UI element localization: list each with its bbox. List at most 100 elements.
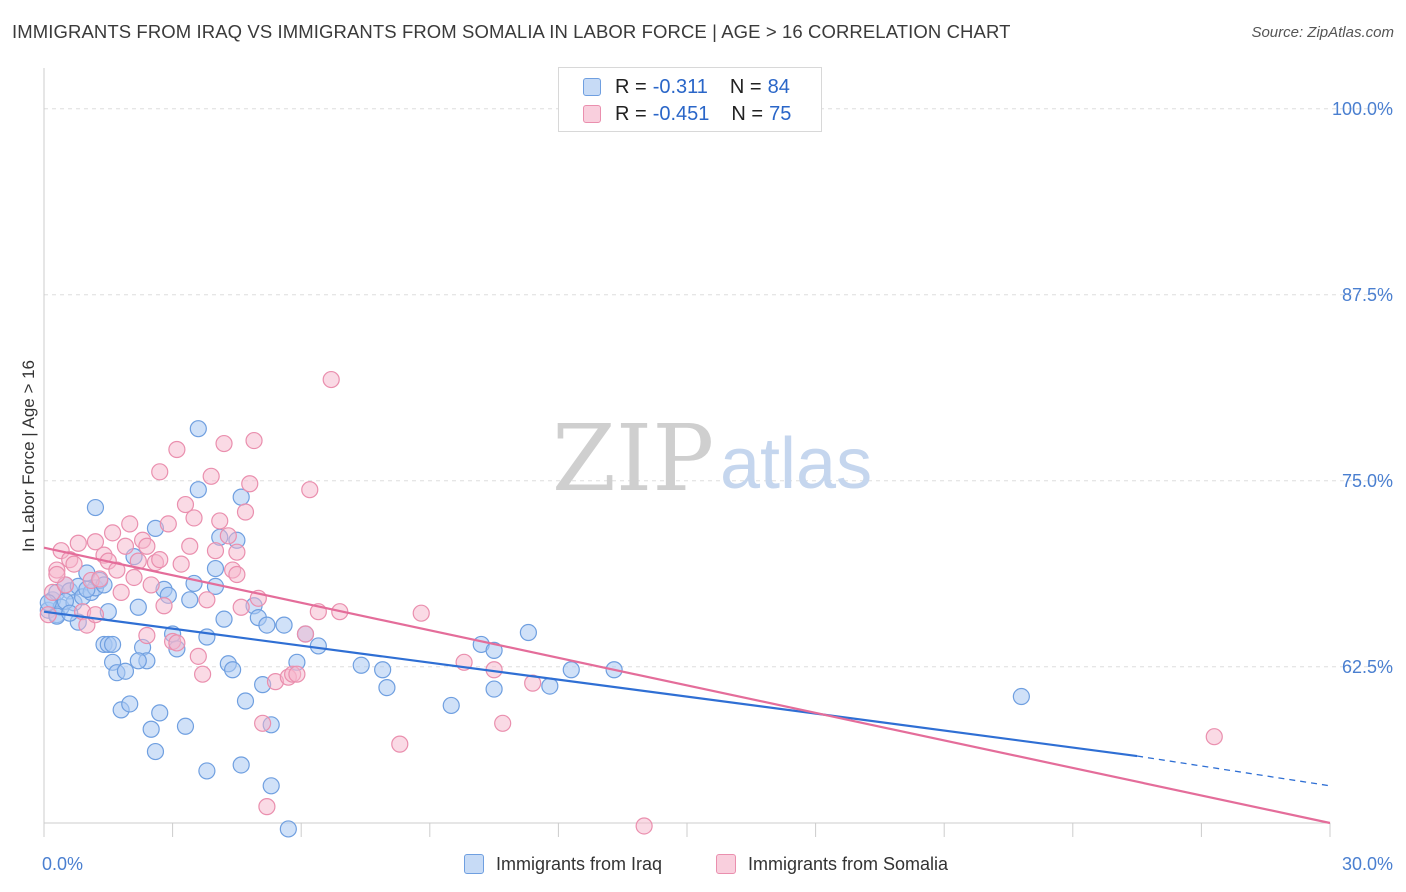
somalia-point: [189, 647, 207, 665]
somalia-point: [181, 537, 199, 555]
legend-row-somalia: R = -0.451 N = 75: [583, 100, 791, 128]
somalia-point: [43, 583, 62, 601]
somalia-point: [155, 597, 173, 615]
iraq-point: [279, 820, 297, 838]
trend-lines: [43, 546, 1331, 825]
somalia-point: [168, 440, 186, 459]
iraq-point: [129, 652, 147, 670]
x-tick-label-max: 30.0%: [1342, 854, 1393, 874]
somalia-point: [219, 527, 237, 545]
somalia-point: [194, 665, 212, 683]
somalia-point: [108, 561, 126, 579]
iraq-point: [121, 695, 139, 713]
legend-row-iraq: R = -0.311 N = 84: [583, 73, 790, 101]
iraq-point: [129, 598, 147, 616]
iraq-trend-line: [43, 610, 1138, 758]
bottom-iraq-swatch: [464, 854, 484, 874]
iraq-point: [262, 777, 280, 795]
somalia-point: [112, 583, 130, 601]
somalia-point: [232, 598, 250, 616]
iraq-swatch: [583, 78, 601, 96]
iraq-point: [176, 717, 195, 735]
iraq-point: [206, 559, 225, 578]
iraq-point: [189, 420, 207, 438]
iraq-point: [309, 637, 327, 655]
iraq-point: [562, 661, 580, 679]
bottom-legend-iraq: Immigrants from Iraq: [464, 851, 662, 877]
somalia-point: [125, 568, 143, 587]
somalia-point: [288, 665, 306, 683]
iraq-point: [224, 661, 242, 679]
somalia-point: [202, 467, 220, 485]
tick-labels: 62.5% 75.0% 87.5% 100.0% 0.0% 30.0%: [42, 99, 1393, 874]
iraq-trend-extension: [1137, 755, 1331, 787]
somalia-point: [129, 552, 147, 570]
iraq-points: [39, 420, 1030, 838]
iraq-point: [442, 696, 460, 715]
iraq-point: [258, 616, 276, 634]
iraq-point: [275, 616, 293, 634]
legend-somalia-n-value: 75: [769, 102, 792, 125]
somalia-point: [635, 817, 653, 835]
somalia-point: [322, 370, 340, 389]
iraq-point: [485, 680, 503, 698]
y-tick-label: 75.0%: [1342, 471, 1393, 491]
somalia-point: [159, 515, 177, 533]
somalia-points: [39, 370, 1223, 835]
somalia-point: [228, 543, 246, 561]
y-axis-label: In Labor Force | Age > 16: [19, 360, 38, 552]
iraq-point: [103, 635, 122, 654]
somalia-point: [391, 735, 409, 753]
stats-legend: R = -0.311 N = 84 R = -0.451 N = 75: [558, 67, 822, 132]
bottom-legend-somalia: Immigrants from Somalia: [716, 851, 948, 877]
somalia-point: [245, 431, 263, 450]
somalia-point: [241, 475, 259, 493]
bottom-somalia-swatch: [716, 854, 736, 874]
iraq-point: [215, 610, 233, 628]
somalia-point: [142, 576, 160, 594]
legend-iraq-r-value: -0.311: [652, 75, 708, 98]
somalia-point: [39, 606, 57, 624]
legend-iraq-n-value: 84: [767, 75, 790, 98]
somalia-point: [116, 537, 135, 555]
axes: [43, 68, 1331, 837]
iraq-point: [374, 661, 392, 679]
somalia-point: [215, 434, 233, 453]
somalia-point: [103, 524, 122, 542]
legend-iraq-n-label: N =: [729, 75, 762, 98]
somalia-point: [138, 626, 156, 645]
bottom-somalia-label: Immigrants from Somalia: [748, 853, 949, 874]
x-tick-label-min: 0.0%: [42, 854, 83, 874]
iraq-point: [519, 623, 537, 642]
somalia-point: [91, 570, 109, 588]
somalia-point: [236, 503, 255, 521]
watermark-zip: ZIP: [552, 405, 714, 512]
somalia-point: [228, 565, 246, 584]
somalia-point: [206, 542, 225, 560]
somalia-point: [151, 463, 169, 481]
legend-iraq-r-label: R =: [615, 75, 647, 98]
iraq-point: [142, 720, 160, 738]
iraq-point: [378, 678, 396, 697]
iraq-point: [352, 656, 370, 674]
iraq-point: [151, 704, 169, 722]
iraq-point: [541, 677, 559, 695]
y-tick-label: 87.5%: [1342, 285, 1393, 305]
iraq-point: [181, 591, 199, 609]
somalia-point: [301, 481, 319, 499]
somalia-point: [172, 555, 190, 573]
somalia-point: [121, 515, 139, 533]
somalia-point: [168, 634, 186, 652]
somalia-point: [176, 495, 195, 514]
legend-somalia-r-label: R =: [615, 102, 647, 125]
somalia-point: [1205, 728, 1223, 746]
iraq-point: [485, 641, 503, 659]
somalia-point: [86, 533, 105, 551]
somalia-trend-line: [43, 546, 1331, 825]
somalia-point: [48, 565, 66, 584]
y-tick-label: 100.0%: [1332, 99, 1393, 119]
iraq-point: [232, 756, 250, 774]
somalia-point: [254, 714, 272, 732]
somalia-point: [138, 537, 156, 555]
